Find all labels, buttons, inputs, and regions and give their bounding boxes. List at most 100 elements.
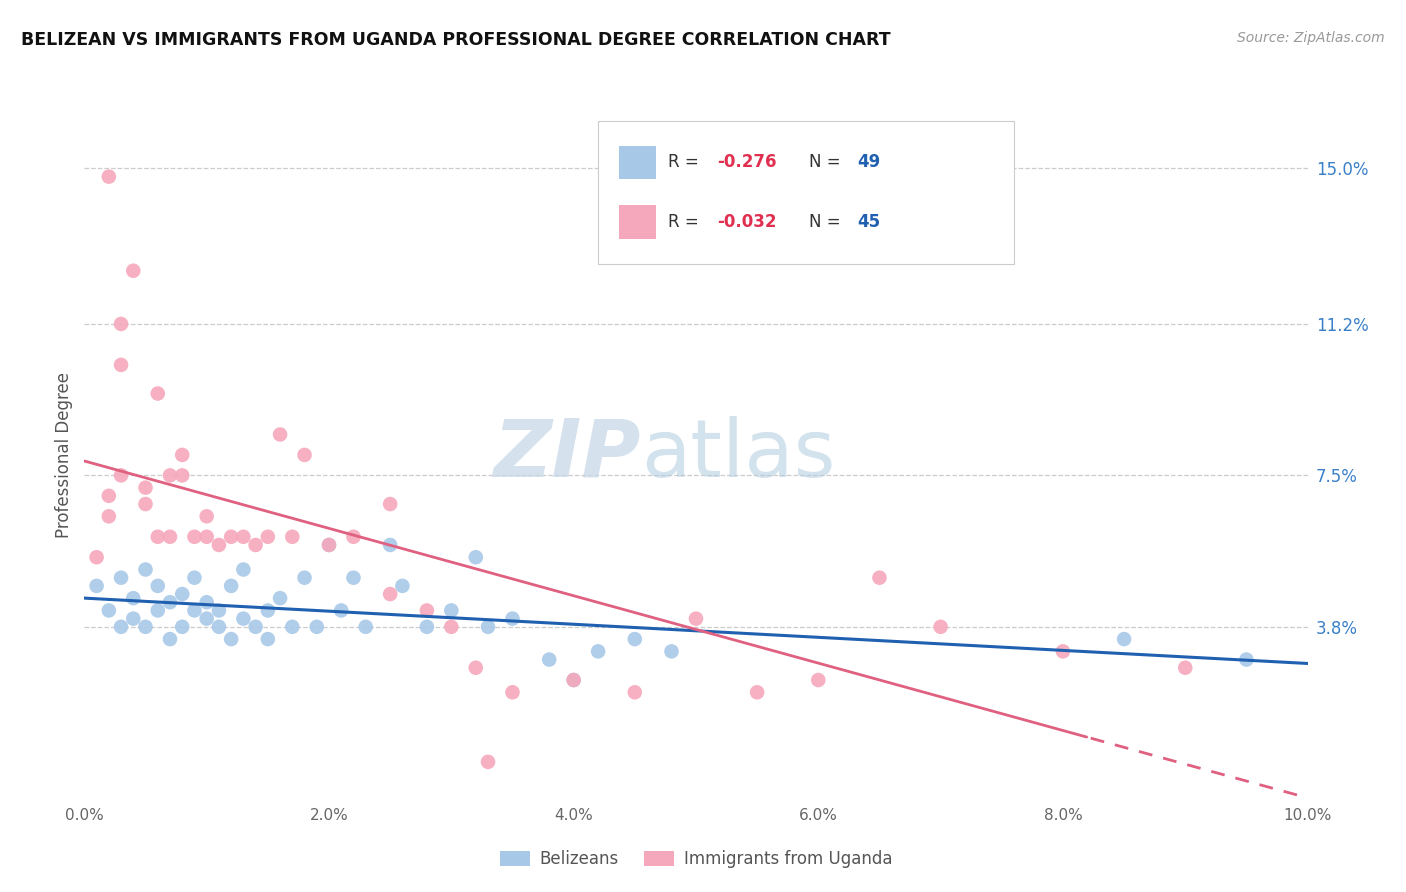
Point — [219, 530, 242, 544]
Point — [464, 550, 486, 565]
Point — [747, 685, 769, 699]
Point — [624, 632, 647, 646]
Point — [380, 587, 402, 601]
Point — [869, 571, 891, 585]
Point — [97, 603, 120, 617]
Point — [342, 530, 364, 544]
Text: 49: 49 — [858, 153, 880, 171]
Point — [318, 538, 340, 552]
Text: N =: N = — [808, 153, 845, 171]
Point — [562, 673, 585, 687]
Point — [281, 620, 304, 634]
Point — [183, 603, 205, 617]
Point — [208, 620, 231, 634]
Point — [624, 685, 647, 699]
Legend: Belizeans, Immigrants from Uganda: Belizeans, Immigrants from Uganda — [494, 843, 898, 874]
Point — [110, 468, 132, 483]
Point — [219, 632, 242, 646]
Point — [391, 579, 413, 593]
Point — [195, 595, 218, 609]
Point — [1236, 652, 1258, 666]
Point — [172, 468, 194, 483]
Point — [135, 562, 157, 576]
Text: -0.276: -0.276 — [717, 153, 776, 171]
Point — [232, 612, 254, 626]
Point — [416, 603, 439, 617]
Point — [281, 530, 304, 544]
Text: -0.032: -0.032 — [717, 213, 776, 231]
Point — [110, 571, 132, 585]
Point — [318, 538, 340, 552]
Point — [502, 685, 524, 699]
Point — [245, 538, 267, 552]
Point — [146, 530, 169, 544]
Point — [257, 530, 280, 544]
Point — [538, 652, 561, 666]
Point — [172, 587, 194, 601]
Point — [929, 620, 952, 634]
Text: ZIP: ZIP — [494, 416, 641, 494]
Point — [122, 591, 145, 606]
Point — [685, 612, 707, 626]
Point — [135, 481, 157, 495]
Point — [172, 620, 194, 634]
Point — [219, 579, 242, 593]
Point — [380, 497, 402, 511]
Point — [159, 468, 181, 483]
Point — [1174, 661, 1197, 675]
Point — [269, 591, 291, 606]
Point — [1052, 644, 1074, 658]
Point — [97, 509, 120, 524]
Point — [146, 603, 169, 617]
Point — [110, 620, 132, 634]
Point — [122, 612, 145, 626]
Point — [330, 603, 353, 617]
Text: atlas: atlas — [641, 416, 835, 494]
Point — [380, 538, 402, 552]
Point — [86, 579, 108, 593]
Point — [342, 571, 364, 585]
Point — [183, 530, 205, 544]
FancyBboxPatch shape — [619, 145, 655, 179]
Point — [146, 386, 169, 401]
FancyBboxPatch shape — [598, 121, 1014, 263]
Point — [208, 603, 231, 617]
Point — [232, 530, 254, 544]
Point — [86, 550, 108, 565]
Point — [257, 603, 280, 617]
Text: Source: ZipAtlas.com: Source: ZipAtlas.com — [1237, 31, 1385, 45]
Text: R =: R = — [668, 153, 704, 171]
Point — [562, 673, 585, 687]
Point — [232, 562, 254, 576]
Text: 45: 45 — [858, 213, 880, 231]
Point — [110, 317, 132, 331]
Point — [208, 538, 231, 552]
Point — [159, 632, 181, 646]
Y-axis label: Professional Degree: Professional Degree — [55, 372, 73, 538]
Point — [661, 644, 683, 658]
Point — [97, 169, 120, 184]
Point — [97, 489, 120, 503]
Point — [294, 448, 316, 462]
Point — [172, 448, 194, 462]
Point — [159, 595, 181, 609]
Point — [416, 620, 439, 634]
Point — [183, 571, 205, 585]
Point — [269, 427, 291, 442]
Point — [477, 620, 499, 634]
Point — [464, 661, 486, 675]
Point — [477, 755, 499, 769]
Point — [305, 620, 328, 634]
Point — [294, 571, 316, 585]
Point — [110, 358, 132, 372]
Point — [502, 612, 524, 626]
Point — [195, 612, 218, 626]
Point — [135, 497, 157, 511]
Point — [195, 509, 218, 524]
Point — [245, 620, 267, 634]
Text: BELIZEAN VS IMMIGRANTS FROM UGANDA PROFESSIONAL DEGREE CORRELATION CHART: BELIZEAN VS IMMIGRANTS FROM UGANDA PROFE… — [21, 31, 891, 49]
Point — [146, 579, 169, 593]
Point — [1114, 632, 1136, 646]
Text: N =: N = — [808, 213, 845, 231]
Point — [807, 673, 830, 687]
